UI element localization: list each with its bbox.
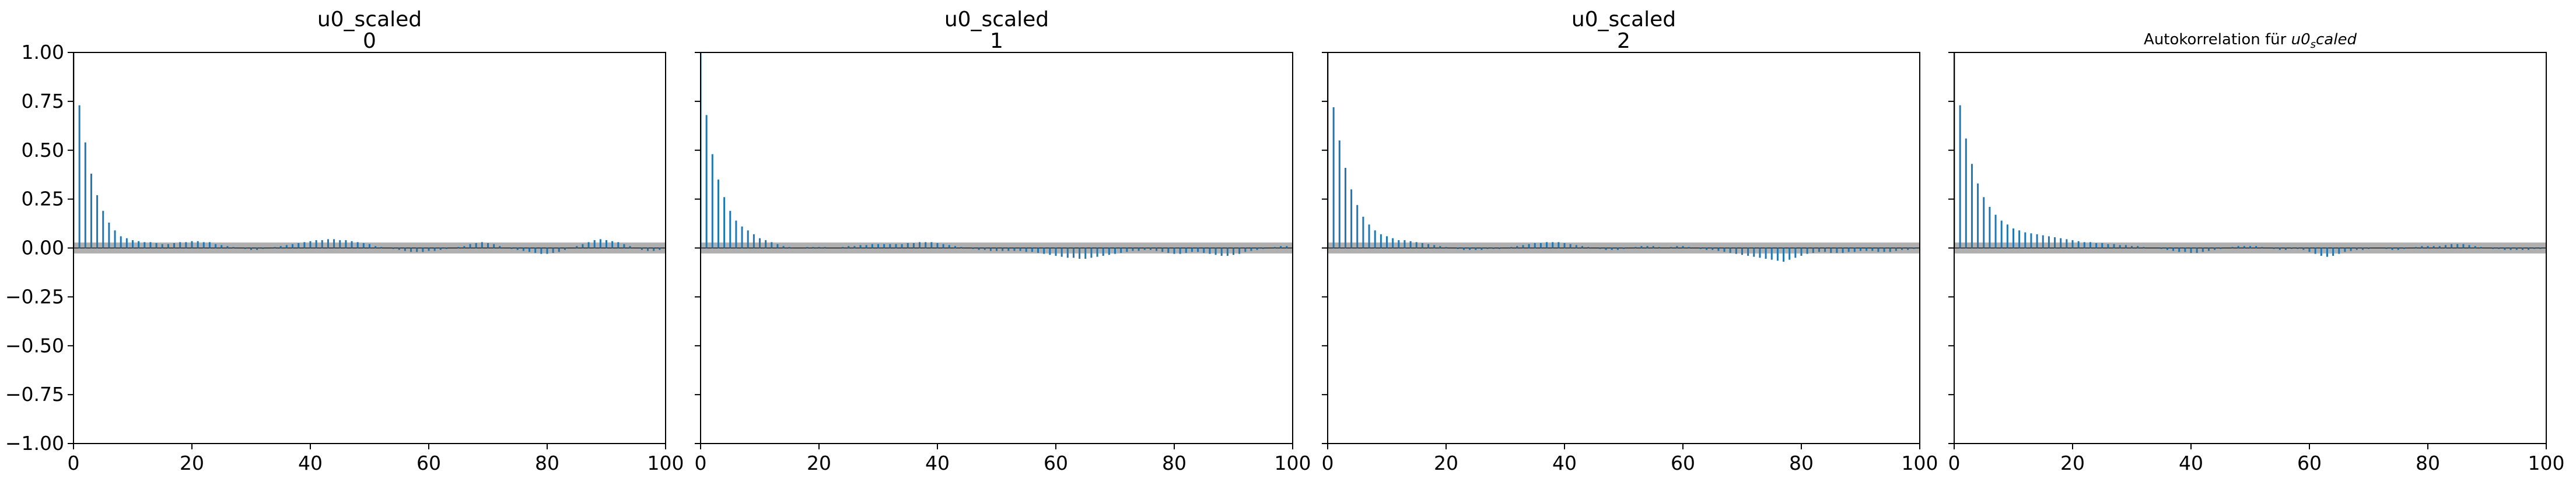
panel-plot-area xyxy=(1328,52,1920,262)
panel-title: u0_scaled xyxy=(317,8,422,31)
x-tick-label: 80 xyxy=(2416,452,2440,474)
x-tick-label: 20 xyxy=(807,452,831,474)
x-tick-label: 20 xyxy=(1434,452,1458,474)
x-tick-label: 80 xyxy=(1162,452,1186,474)
panel-plot-area xyxy=(74,52,666,254)
x-tick-label: 0 xyxy=(1948,452,1961,474)
panel-title: Autokorrelation für u0scaled xyxy=(2144,31,2357,51)
x-tick-label: 60 xyxy=(1044,452,1068,474)
x-tick-label: 0 xyxy=(68,452,80,474)
x-tick-label: 20 xyxy=(180,452,204,474)
y-tick-label: 0.75 xyxy=(22,90,64,112)
panel-plot-area xyxy=(701,52,1293,259)
title-math-rest: caled xyxy=(2316,31,2357,48)
x-tick-label: 80 xyxy=(535,452,559,474)
x-tick-label: 40 xyxy=(1552,452,1577,474)
acf-panel-3: 0 20 40 60 80 100 Autokorrelation für u0scaled xyxy=(1948,31,2565,474)
panel-title: u0_scaled xyxy=(1572,8,1676,31)
y-tick-label: 0.25 xyxy=(22,188,64,210)
title-math-subscript: s xyxy=(2311,38,2316,51)
x-tick-label: 60 xyxy=(1671,452,1695,474)
panel-subtitle: 2 xyxy=(1617,29,1630,53)
x-tick-label: 60 xyxy=(416,452,441,474)
x-tick-label: 100 xyxy=(1902,452,1938,474)
y-tick-label: 1.00 xyxy=(22,41,64,64)
panel-subtitle: 1 xyxy=(990,29,1003,53)
y-tick-label: −1.00 xyxy=(5,432,64,455)
x-tick-label: 40 xyxy=(925,452,950,474)
y-tick-label: 0.00 xyxy=(22,237,64,259)
x-tick-label: 60 xyxy=(2297,452,2322,474)
title-math: u0 xyxy=(2291,31,2311,48)
y-tick-label: −0.50 xyxy=(5,334,64,357)
x-tick-label: 80 xyxy=(1789,452,1814,474)
x-tick-label: 100 xyxy=(1275,452,1311,474)
panel-subtitle: 0 xyxy=(363,29,376,53)
x-tick-label: 20 xyxy=(2060,452,2085,474)
y-tick-label: −0.75 xyxy=(5,383,64,406)
panel-title: u0_scaled xyxy=(944,8,1049,31)
x-tick-label: 40 xyxy=(298,452,323,474)
x-tick-label: 40 xyxy=(2179,452,2203,474)
title-text: Autokorrelation für xyxy=(2144,31,2291,48)
y-tick-label: −0.25 xyxy=(5,285,64,308)
x-tick-label: 0 xyxy=(695,452,707,474)
y-tick-label: 0.50 xyxy=(22,139,64,161)
x-tick-label: 0 xyxy=(1322,452,1334,474)
x-tick-label: 100 xyxy=(648,452,684,474)
x-tick-label: 100 xyxy=(2528,452,2565,474)
panel-plot-area xyxy=(1954,52,2546,257)
acf-panel-0: 0 20 40 60 80 100 1.00 0.75 0.50 0.25 0.00 −0.25 −0.… xyxy=(5,8,684,474)
